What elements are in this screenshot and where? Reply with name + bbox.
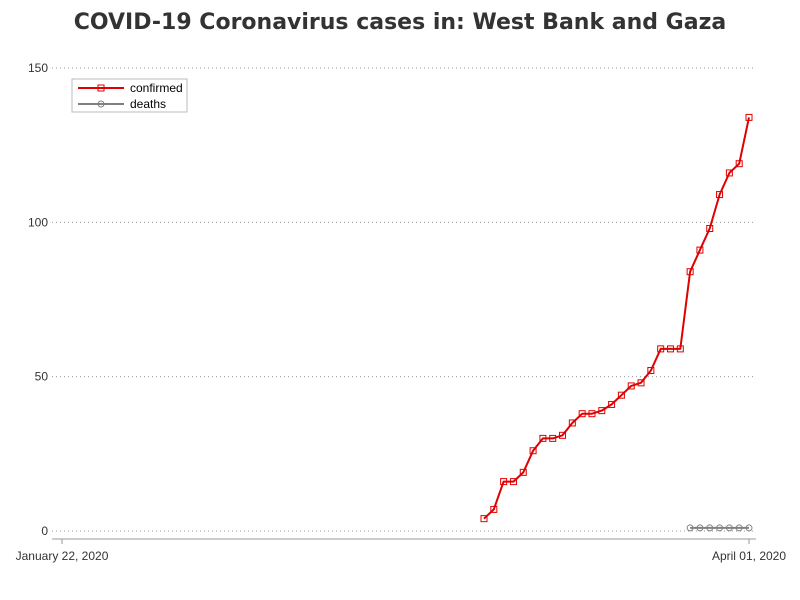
x-tick-label: April 01, 2020 <box>712 549 786 563</box>
confirmed-point <box>539 434 547 442</box>
confirmed-line <box>483 117 750 520</box>
confirmed-point <box>627 382 635 390</box>
legend-item-deaths: deaths <box>78 97 166 111</box>
y-tick-label: 150 <box>28 61 48 75</box>
confirmed-point <box>549 434 557 442</box>
legend-item-confirmed: confirmed <box>78 81 183 95</box>
confirmed-point <box>608 400 616 408</box>
series-confirmed <box>480 113 753 523</box>
y-gridlines <box>52 67 756 532</box>
legend-label: deaths <box>130 97 166 111</box>
x-axis: January 22, 2020 April 01, 2020 <box>16 538 786 563</box>
chart-title: COVID-19 Coronavirus cases in: West Bank… <box>73 10 727 35</box>
y-tick-label: 50 <box>35 370 49 384</box>
confirmed-point <box>716 191 724 199</box>
confirmed-point <box>637 379 645 387</box>
confirmed-point <box>676 345 684 353</box>
confirmed-point <box>509 478 517 486</box>
confirmed-point <box>657 345 665 353</box>
series-deaths <box>686 524 753 532</box>
deaths-point <box>745 524 753 532</box>
y-tick-label: 100 <box>28 215 48 229</box>
confirmed-point <box>745 113 753 121</box>
confirmed-point <box>578 410 586 418</box>
confirmed-point <box>490 505 498 513</box>
confirmed-point <box>598 407 606 415</box>
deaths-point <box>696 524 704 532</box>
deaths-point <box>706 524 714 532</box>
deaths-point <box>735 524 743 532</box>
legend: confirmed deaths <box>71 78 188 113</box>
legend-marker <box>97 100 105 108</box>
legend-label: confirmed <box>130 81 183 95</box>
confirmed-point <box>666 345 674 353</box>
confirmed-point <box>480 515 488 523</box>
x-tick-label: January 22, 2020 <box>16 549 109 563</box>
confirmed-point <box>568 419 576 427</box>
y-axis: 0 50 100 150 <box>28 61 48 538</box>
confirmed-point <box>559 431 567 439</box>
y-tick-label: 0 <box>41 524 48 538</box>
deaths-point <box>686 524 694 532</box>
confirmed-point <box>647 366 655 374</box>
confirmed-point <box>519 468 527 476</box>
deaths-point <box>725 524 733 532</box>
legend-marker <box>97 84 105 92</box>
deaths-point <box>716 524 724 532</box>
confirmed-point <box>706 225 714 233</box>
confirmed-point <box>588 410 596 418</box>
confirmed-point <box>617 391 625 399</box>
legend-box <box>71 78 188 113</box>
confirmed-point <box>529 447 537 455</box>
confirmed-point <box>725 169 733 177</box>
confirmed-point <box>735 160 743 168</box>
confirmed-point <box>696 246 704 254</box>
confirmed-point <box>686 268 694 276</box>
series-layer <box>480 113 753 532</box>
confirmed-point <box>500 478 508 486</box>
